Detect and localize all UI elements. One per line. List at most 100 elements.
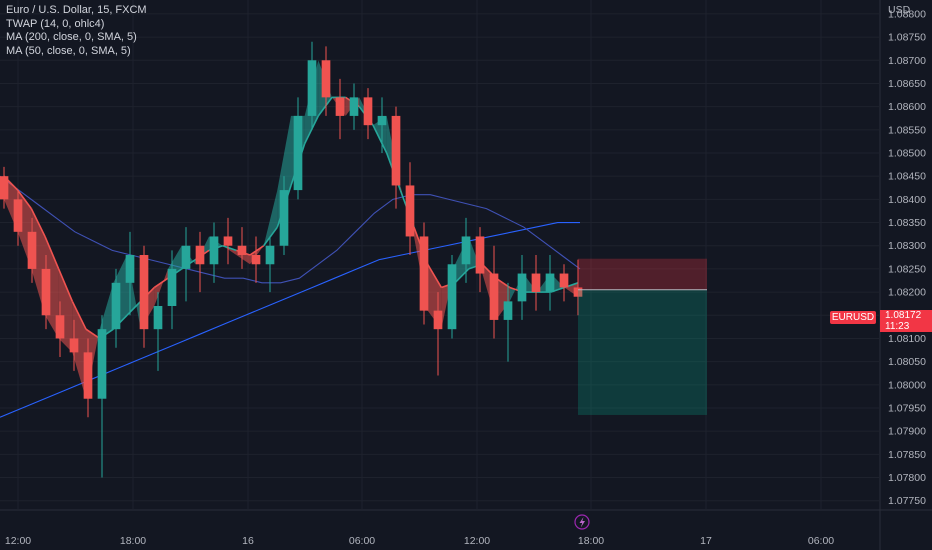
- twap-line-segment: [222, 244, 237, 252]
- twap-band-segment: [154, 268, 168, 306]
- candle: [363, 88, 373, 140]
- candle: [209, 222, 219, 283]
- twap-band-segment: [222, 245, 237, 255]
- price-axis[interactable]: 1.08800 1.08750 1.08700 1.08650 1.08600 1.085…: [888, 8, 926, 507]
- candle: [307, 41, 317, 130]
- time-tick: 12:00: [464, 535, 490, 547]
- twap-band-segment: [99, 282, 114, 339]
- twap-band-segment: [496, 278, 510, 320]
- twap-line-segment: [71, 301, 87, 330]
- price-tick: 1.08300: [888, 240, 926, 252]
- candle-body: [181, 245, 191, 269]
- time-tick: 12:00: [5, 535, 31, 547]
- candle-body: [559, 273, 569, 288]
- candle-body: [251, 255, 261, 265]
- candle: [559, 264, 569, 302]
- candle: [55, 301, 65, 357]
- candle-body: [531, 273, 541, 293]
- indicator-ma200[interactable]: MA (200, close, 0, SMA, 5): [6, 31, 137, 43]
- candles-layer: [0, 41, 583, 478]
- twap-line-segment: [57, 268, 74, 302]
- candle: [0, 166, 9, 209]
- time-tick: 18:00: [120, 535, 146, 547]
- twap-line-segment: [30, 208, 46, 237]
- candle: [181, 227, 191, 302]
- candle-body: [69, 338, 79, 353]
- twap-line-segment: [126, 300, 142, 316]
- symbol-title[interactable]: Euro / U.S. Dollar, 15, FXCM: [6, 4, 147, 16]
- candle-body: [279, 190, 289, 246]
- bar-countdown: 11:23: [885, 321, 910, 332]
- last-price-value: 1.08172: [885, 310, 922, 321]
- candle: [531, 255, 541, 311]
- candle: [13, 190, 23, 246]
- twap-band-segment: [509, 273, 524, 302]
- time-tick: 06:00: [808, 535, 834, 547]
- price-tick: 1.07950: [888, 403, 926, 415]
- candle: [377, 97, 387, 153]
- price-tick: 1.08750: [888, 32, 926, 44]
- position-tool[interactable]: [578, 258, 707, 415]
- lightning-icon[interactable]: [574, 514, 590, 530]
- candle: [279, 176, 289, 255]
- price-tick: 1.08350: [888, 217, 926, 229]
- twap-line-segment: [153, 277, 169, 289]
- candle-body: [377, 115, 387, 126]
- price-tick: 1.08700: [888, 55, 926, 67]
- currency-label[interactable]: USD: [888, 4, 911, 16]
- candle-body: [433, 310, 443, 330]
- candle: [27, 217, 37, 283]
- price-tick: 1.08400: [888, 194, 926, 206]
- position-stop-zone: [578, 258, 707, 290]
- twap-band-segment: [359, 97, 373, 126]
- time-tick: 16: [242, 535, 254, 547]
- candle-body: [195, 245, 205, 265]
- candle: [545, 255, 555, 311]
- candle-body: [545, 273, 555, 293]
- candle: [41, 255, 51, 330]
- candle-body: [265, 245, 275, 265]
- candle: [195, 231, 205, 293]
- candle-body: [461, 236, 471, 265]
- candle-body: [573, 287, 583, 297]
- candle: [475, 227, 485, 293]
- candle: [573, 259, 583, 316]
- price-tick: 1.07800: [888, 472, 926, 484]
- candle: [265, 236, 275, 293]
- candle-body: [419, 236, 429, 311]
- price-tick: 1.08250: [888, 263, 926, 275]
- candle-body: [167, 268, 177, 306]
- candle-body: [13, 199, 23, 232]
- candle-body: [83, 352, 93, 399]
- price-tick: 1.08550: [888, 124, 926, 136]
- candle-body: [55, 315, 65, 339]
- candle-body: [405, 185, 415, 237]
- twap-line-segment: [372, 124, 388, 154]
- candle-body: [223, 236, 233, 246]
- candle: [293, 97, 303, 200]
- price-tick: 1.07900: [888, 426, 926, 438]
- candle-body: [363, 97, 373, 126]
- indicator-twap[interactable]: TWAP (14, 0, ohlc4): [6, 17, 105, 30]
- candle: [391, 106, 401, 209]
- candle-body: [0, 176, 9, 200]
- last-price-tag: 1.08172 11:23: [880, 310, 932, 332]
- candle: [349, 83, 359, 130]
- twap-line-segment: [317, 96, 333, 117]
- twap-band-segment: [263, 190, 278, 246]
- twap-band-segment: [72, 301, 86, 399]
- candle: [251, 236, 261, 283]
- candle-body: [335, 97, 345, 116]
- candle-body: [503, 301, 513, 320]
- candle-body: [307, 60, 317, 116]
- twap-line-segment: [426, 263, 443, 288]
- candle-body: [489, 273, 499, 320]
- ma50-line: [0, 175, 581, 284]
- time-tick: 18:00: [578, 535, 604, 547]
- indicator-ma50[interactable]: MA (50, close, 0, SMA, 5): [6, 44, 131, 57]
- twap-line-segment: [85, 328, 101, 340]
- candle: [153, 292, 163, 371]
- time-axis[interactable]: 12:00 18:00 16 06:00 12:00 18:00 17 06:00: [5, 535, 834, 547]
